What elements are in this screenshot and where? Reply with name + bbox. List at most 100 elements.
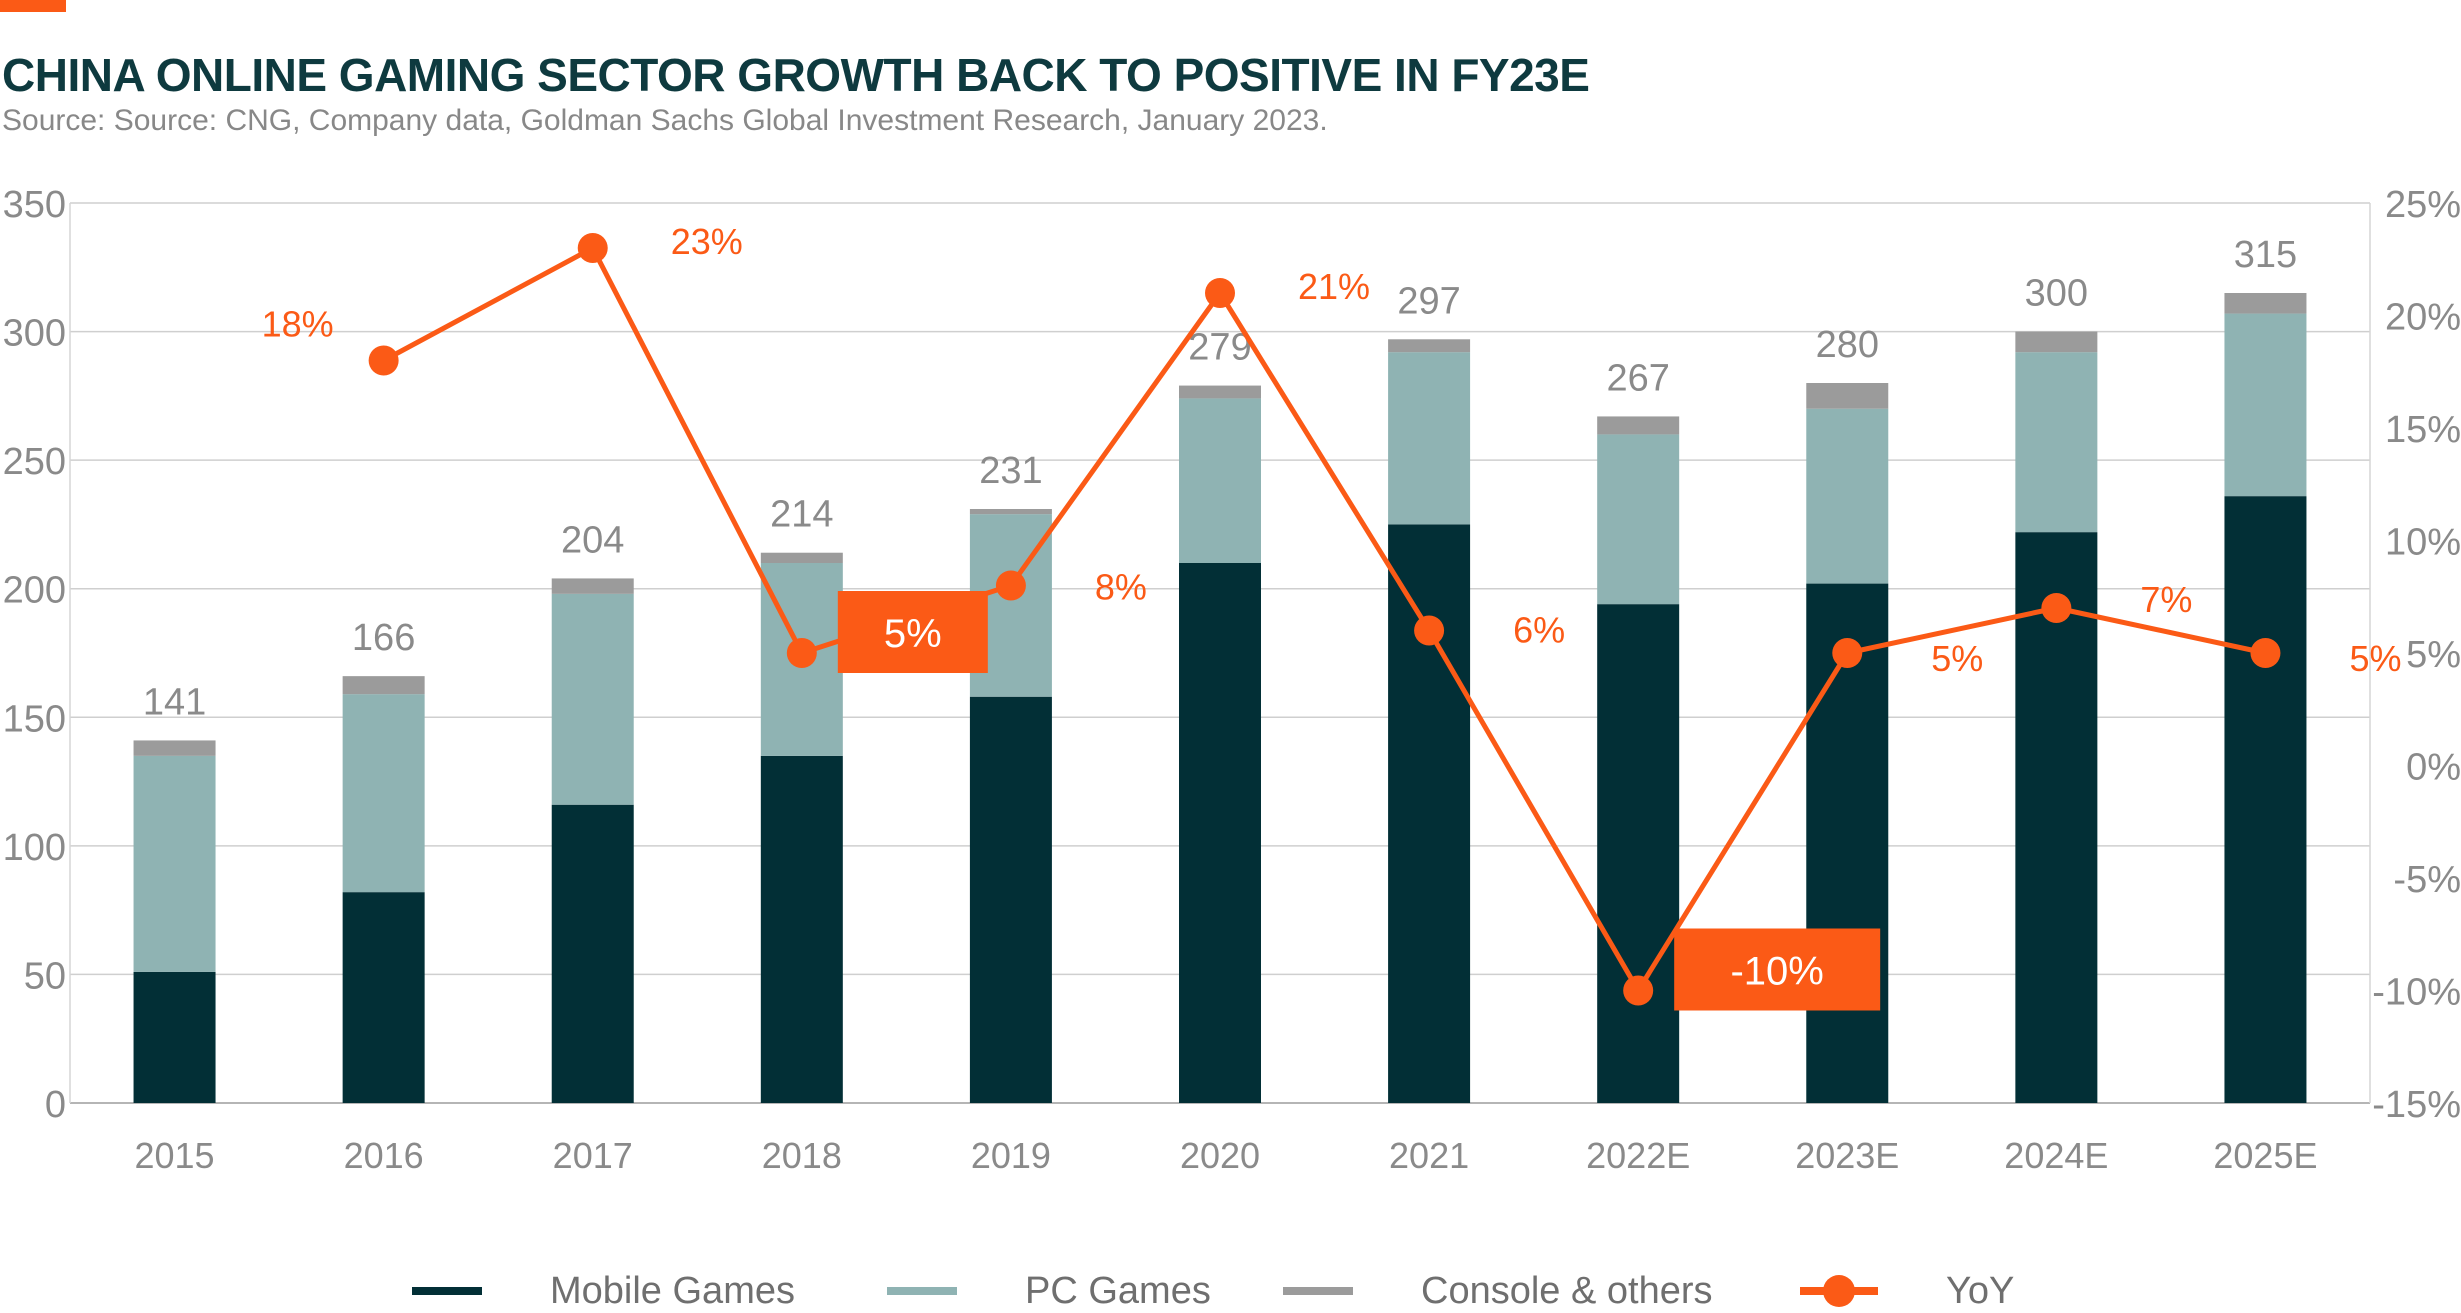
bar-console-2021 xyxy=(1388,339,1471,353)
x-tick-2025E: 2025E xyxy=(2213,1135,2317,1176)
legend-swatch-yoy xyxy=(1800,1275,1878,1307)
bar-console-2018 xyxy=(760,552,843,563)
legend-swatch-console xyxy=(1283,1287,1353,1295)
y-right-tick-5%: 5% xyxy=(2406,634,2461,676)
bar-pc-2023E xyxy=(1806,408,1889,584)
yoy-point-2023E xyxy=(1832,638,1863,668)
yoy-point-2016 xyxy=(368,345,399,376)
bar-pc-2015 xyxy=(133,755,216,972)
legend-label-pc: PC Games xyxy=(1025,1269,1211,1312)
yoy-highlight-box-2018 xyxy=(837,591,988,673)
y-right-tick-20%: 20% xyxy=(2385,297,2461,339)
yoy-line xyxy=(382,245,2266,993)
bar-mobile-2019 xyxy=(969,696,1052,1103)
bar-pc-2025E xyxy=(2224,313,2307,497)
yoy-point-2025E xyxy=(2250,638,2281,668)
total-label-2021: 297 xyxy=(1397,280,1460,322)
legend-item-yoy: YoY xyxy=(1800,1270,2014,1312)
bar-mobile-2021 xyxy=(1388,524,1471,1103)
y-left-tick-150: 150 xyxy=(3,698,66,740)
y-right-tick--5%: -5% xyxy=(2393,859,2461,901)
y-left-tick-50: 50 xyxy=(24,955,66,997)
bar-pc-2022E xyxy=(1597,434,1680,605)
yoy-point-2018 xyxy=(786,638,817,668)
bar-console-2019 xyxy=(969,509,1052,515)
y-left-tick-250: 250 xyxy=(3,441,66,483)
total-label-2018: 214 xyxy=(770,494,833,536)
bar-pc-2017 xyxy=(551,593,634,805)
bar-console-2025E xyxy=(2224,293,2307,314)
yoy-highlight-box-2022E xyxy=(1674,928,1881,1011)
y-right-tick-0%: 0% xyxy=(2406,747,2461,789)
bar-mobile-2022E xyxy=(1597,604,1680,1103)
yoy-label-2023E: 5% xyxy=(1931,638,1983,679)
bar-mobile-2024E xyxy=(2015,532,2098,1103)
legend-label-console: Console & others xyxy=(1421,1269,1713,1312)
legend-swatch-mobile xyxy=(412,1287,482,1295)
bar-console-2023E xyxy=(1806,383,1889,409)
yoy-label-2016: 18% xyxy=(262,304,334,345)
legend-item-pc: PC Games xyxy=(887,1270,1211,1312)
y-left-tick-300: 300 xyxy=(3,313,66,355)
x-tick-2019: 2019 xyxy=(971,1135,1051,1176)
bar-pc-2016 xyxy=(342,694,425,893)
x-tick-2018: 2018 xyxy=(762,1135,842,1176)
x-tick-2023E: 2023E xyxy=(1795,1135,1899,1176)
yoy-point-2022E xyxy=(1623,975,1654,1006)
bar-mobile-2017 xyxy=(551,804,634,1103)
bar-console-2017 xyxy=(551,578,634,594)
x-tick-2017: 2017 xyxy=(553,1135,633,1176)
bar-pc-2021 xyxy=(1388,352,1471,525)
x-tick-2016: 2016 xyxy=(344,1135,424,1176)
chart-source: Source: Source: CNG, Company data, Goldm… xyxy=(2,104,1328,137)
yoy-point-2019 xyxy=(995,570,1026,601)
x-tick-2021: 2021 xyxy=(1389,1135,1469,1176)
bar-console-2024E xyxy=(2015,331,2098,353)
bar-console-2015 xyxy=(133,740,216,756)
total-label-2015: 141 xyxy=(143,681,206,723)
bar-console-2020 xyxy=(1179,385,1261,399)
chart-svg: 0 50 100 150 200 250 300 350 -15% -10% -5% 0% 5% 10% 1… xyxy=(3,184,2461,1176)
yoy-label-2018: 5% xyxy=(884,612,942,656)
y-right-tick-15%: 15% xyxy=(2385,409,2461,451)
bar-mobile-2025E xyxy=(2224,496,2307,1104)
y-right-tick-10%: 10% xyxy=(2385,522,2461,564)
chart-title: CHINA ONLINE GAMING SECTOR GROWTH BACK T… xyxy=(2,49,1590,101)
yoy-label-2024E: 7% xyxy=(2140,579,2192,620)
yoy-point-2017 xyxy=(577,233,608,263)
total-label-2023E: 280 xyxy=(1816,324,1879,366)
total-label-2019: 231 xyxy=(979,450,1042,492)
y-left-tick-100: 100 xyxy=(3,827,66,869)
y-right-tick-25%: 25% xyxy=(2385,184,2461,226)
bar-pc-2024E xyxy=(2015,352,2098,533)
bar-pc-2020 xyxy=(1179,398,1261,563)
bar-mobile-2018 xyxy=(760,755,843,1103)
legend-swatch-pc xyxy=(887,1287,957,1295)
yoy-label-2017: 23% xyxy=(671,221,743,262)
legend-item-console: Console & others xyxy=(1283,1270,1713,1312)
bar-mobile-2016 xyxy=(342,892,425,1103)
y-left-tick-0: 0 xyxy=(45,1084,66,1126)
bar-console-2022E xyxy=(1597,416,1680,435)
yoy-label-2020: 21% xyxy=(1298,266,1370,307)
yoy-label-2022E: -10% xyxy=(1730,950,1823,994)
total-label-2024E: 300 xyxy=(2025,273,2088,315)
bar-mobile-2020 xyxy=(1179,563,1261,1103)
y-left-tick-350: 350 xyxy=(3,184,66,226)
total-label-2025E: 315 xyxy=(2234,234,2297,276)
legend-item-mobile: Mobile Games xyxy=(412,1270,795,1312)
x-tick-2015: 2015 xyxy=(134,1135,214,1176)
y-left-tick-200: 200 xyxy=(3,570,66,612)
bar-mobile-2015 xyxy=(133,971,216,1103)
legend-label-yoy: YoY xyxy=(1946,1269,2015,1312)
yoy-point-2020 xyxy=(1205,278,1235,308)
yoy-label-2025E: 5% xyxy=(2349,638,2401,679)
yoy-point-2021 xyxy=(1414,615,1445,646)
bar-console-2016 xyxy=(342,676,425,695)
yoy-label-2019: 8% xyxy=(1095,567,1147,608)
y-right-tick--10%: -10% xyxy=(2372,972,2461,1014)
yoy-point-2024E xyxy=(2041,593,2072,623)
x-tick-2022E: 2022E xyxy=(1586,1135,1690,1176)
x-tick-2024E: 2024E xyxy=(2004,1135,2108,1176)
y-right-tick--15%: -15% xyxy=(2372,1084,2461,1126)
